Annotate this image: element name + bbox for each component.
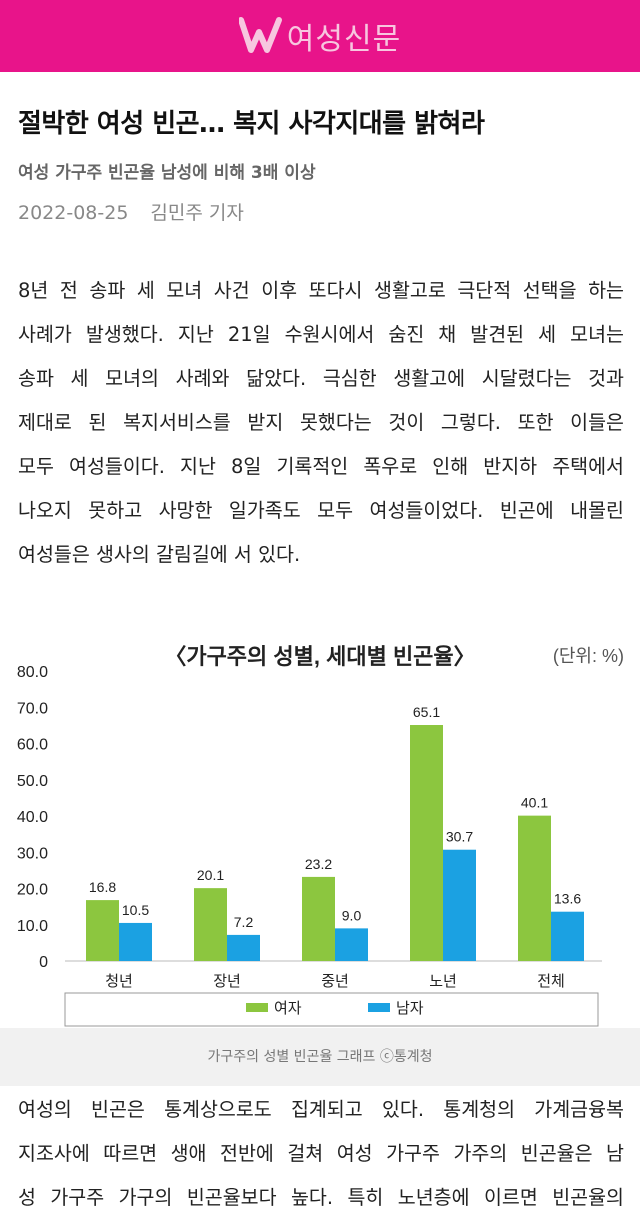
y-tick-label: 50.0 — [17, 773, 48, 790]
bar-여자-전체 — [518, 815, 551, 961]
article-paragraph-1: 8년 전 송파 세 모녀 사건 이후 또다시 생활고로 극단적 선택을 하는 사… — [18, 269, 624, 577]
y-tick-label: 70.0 — [17, 700, 48, 717]
x-category-label: 중년 — [321, 973, 349, 990]
x-category-label: 전체 — [537, 973, 565, 990]
paragraph-line: 사례가 발생했다. 지난 21일 수원시에서 숨진 채 발견된 세 모녀는 — [18, 323, 624, 346]
site-header — [0, 0, 640, 72]
bar-여자-노년 — [410, 725, 443, 961]
bar-value-label: 20.1 — [197, 867, 224, 883]
bar-여자-중년 — [302, 876, 335, 961]
bar-value-label: 23.2 — [305, 856, 332, 872]
paragraph-line: 여성들은 생사의 갈림길에 서 있다. — [18, 543, 301, 566]
bar-남자-청년 — [119, 922, 152, 961]
legend-box — [64, 992, 599, 1027]
bar-남자-중년 — [335, 928, 368, 961]
article-meta: 2022-08-25 김민주 기자 — [18, 198, 244, 225]
bar-value-label: 16.8 — [89, 879, 116, 895]
paragraph-line: 성 가구주 가구의 빈곤율보다 높다. 특히 노년층에 이르면 빈곤율의 — [18, 1186, 624, 1209]
bar-남자-장년 — [227, 934, 260, 961]
legend-swatch-여자 — [246, 1003, 268, 1012]
brand-name: 여성신문 — [286, 22, 402, 57]
y-tick-label: 30.0 — [17, 845, 48, 862]
bar-value-label: 7.2 — [234, 914, 254, 930]
paragraph-line: 지조사에 따르면 생애 전반에 걸쳐 여성 가구주 가주의 빈곤율은 남 — [18, 1142, 624, 1165]
bar-value-label: 13.6 — [554, 891, 581, 907]
poverty-rate-chart: 〈가구주의 성별, 세대별 빈곤율〉 (단위: %) 0 10.0 20.0 30.0… — [0, 614, 640, 1028]
bar-value-label: 10.5 — [122, 902, 149, 918]
y-tick-label: 80.0 — [17, 664, 48, 681]
x-category-label: 장년 — [213, 973, 241, 990]
bar-value-label: 65.1 — [413, 704, 440, 720]
y-tick-label: 40.0 — [17, 809, 48, 826]
bar-value-label: 40.1 — [521, 795, 548, 811]
caption-band — [0, 1028, 640, 1086]
chart-unit-label: (단위: %) — [553, 646, 624, 666]
bar-남자-노년 — [443, 849, 476, 961]
legend-label: 남자 — [396, 1000, 424, 1017]
y-tick-label: 0 — [39, 954, 48, 971]
paragraph-line: 송파 세 모녀의 사례와 닮았다. 극심한 생활고에 시달렸다는 것과 — [18, 367, 624, 390]
article-subtitle: 여성 가구주 빈곤율 남성에 비해 3배 이상 — [18, 163, 316, 183]
paragraph-line: 여성의 빈곤은 통계상으로도 집계되고 있다. 통계청의 가계금융복 — [18, 1098, 624, 1121]
paragraph-line: 나오지 못하고 사망한 일가족도 모두 여성들이었다. 빈곤에 내몰린 — [18, 499, 624, 522]
bar-여자-청년 — [86, 900, 119, 961]
legend-label: 여자 — [274, 1000, 302, 1017]
bar-value-label: 9.0 — [342, 907, 362, 923]
brand-w-icon — [238, 17, 282, 53]
bar-value-label: 30.7 — [446, 829, 473, 845]
legend-swatch-남자 — [368, 1003, 390, 1012]
paragraph-line: 모두 여성들이다. 지난 8일 기록적인 폭우로 인해 반지하 주택에서 — [18, 455, 624, 478]
article-paragraph-2: 여성의 빈곤은 통계상으로도 집계되고 있다. 통계청의 가계금융복 지조사에 … — [18, 1088, 624, 1220]
article-date: 2022-08-25 — [18, 202, 129, 224]
article-title: 절박한 여성 빈곤… 복지 사각지대를 밝혀라 — [18, 109, 485, 139]
site-logo[interactable]: 여성신문 — [0, 0, 640, 72]
chart-svg: 〈가구주의 성별, 세대별 빈곤율〉 (단위: %) 0 10.0 20.0 30.0… — [17, 644, 624, 1027]
y-tick-label: 60.0 — [17, 737, 48, 754]
chart-caption: 가구주의 성별 빈곤율 그래프 ⓒ통계청 — [207, 1049, 433, 1065]
chart-title: 〈가구주의 성별, 세대별 빈곤율〉 — [164, 644, 475, 669]
x-category-label: 청년 — [105, 973, 133, 990]
y-tick-label: 10.0 — [17, 918, 48, 935]
bar-남자-전체 — [551, 911, 584, 961]
paragraph-line: 8년 전 송파 세 모녀 사건 이후 또다시 생활고로 극단적 선택을 하는 — [18, 279, 624, 302]
article-author: 김민주 기자 — [150, 202, 244, 224]
bar-여자-장년 — [194, 888, 227, 961]
y-tick-label: 20.0 — [17, 882, 48, 899]
paragraph-line: 제대로 된 복지서비스를 받지 못했다는 것이 그렇다. 또한 이들은 — [18, 411, 624, 434]
x-category-label: 노년 — [429, 973, 457, 990]
